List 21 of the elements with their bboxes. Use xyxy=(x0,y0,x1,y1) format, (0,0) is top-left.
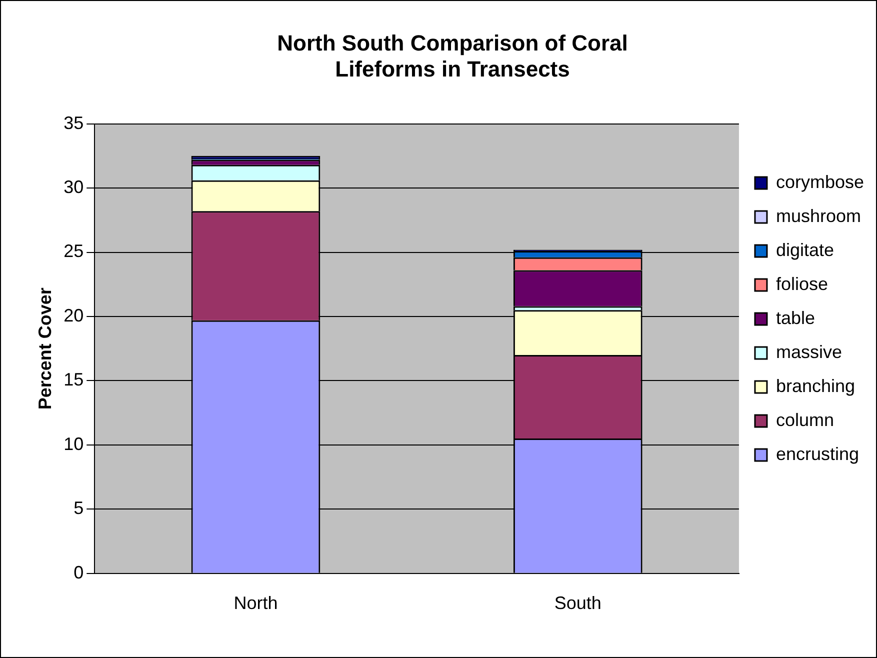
y-tick-label: 30 xyxy=(64,176,84,197)
legend-label: column xyxy=(776,410,834,430)
y-tick-label: 15 xyxy=(64,370,84,390)
y-tick-label: 25 xyxy=(64,241,84,262)
legend-label: table xyxy=(776,308,816,328)
legend-label: branching xyxy=(776,376,856,396)
legend-label: encrusting xyxy=(776,444,860,464)
legend-label: digitate xyxy=(776,240,834,260)
legend-label: corymbose xyxy=(776,172,864,192)
x-tick-label: North xyxy=(234,593,278,614)
y-tick-label: 10 xyxy=(64,434,84,454)
y-tick-label: 5 xyxy=(74,498,84,518)
y-axis-title: Percent Cover xyxy=(34,288,55,410)
x-tick-label: South xyxy=(554,593,602,614)
y-tick-label: 0 xyxy=(74,562,84,582)
legend-label: massive xyxy=(776,342,842,362)
legend-label: mushroom xyxy=(776,206,861,226)
chart-title: North South Comparison of Coral Lifeforms in Transects xyxy=(277,30,628,82)
legend-label: foliose xyxy=(776,274,828,294)
y-tick-label: 20 xyxy=(64,305,84,326)
y-tick-label: 35 xyxy=(64,112,84,133)
